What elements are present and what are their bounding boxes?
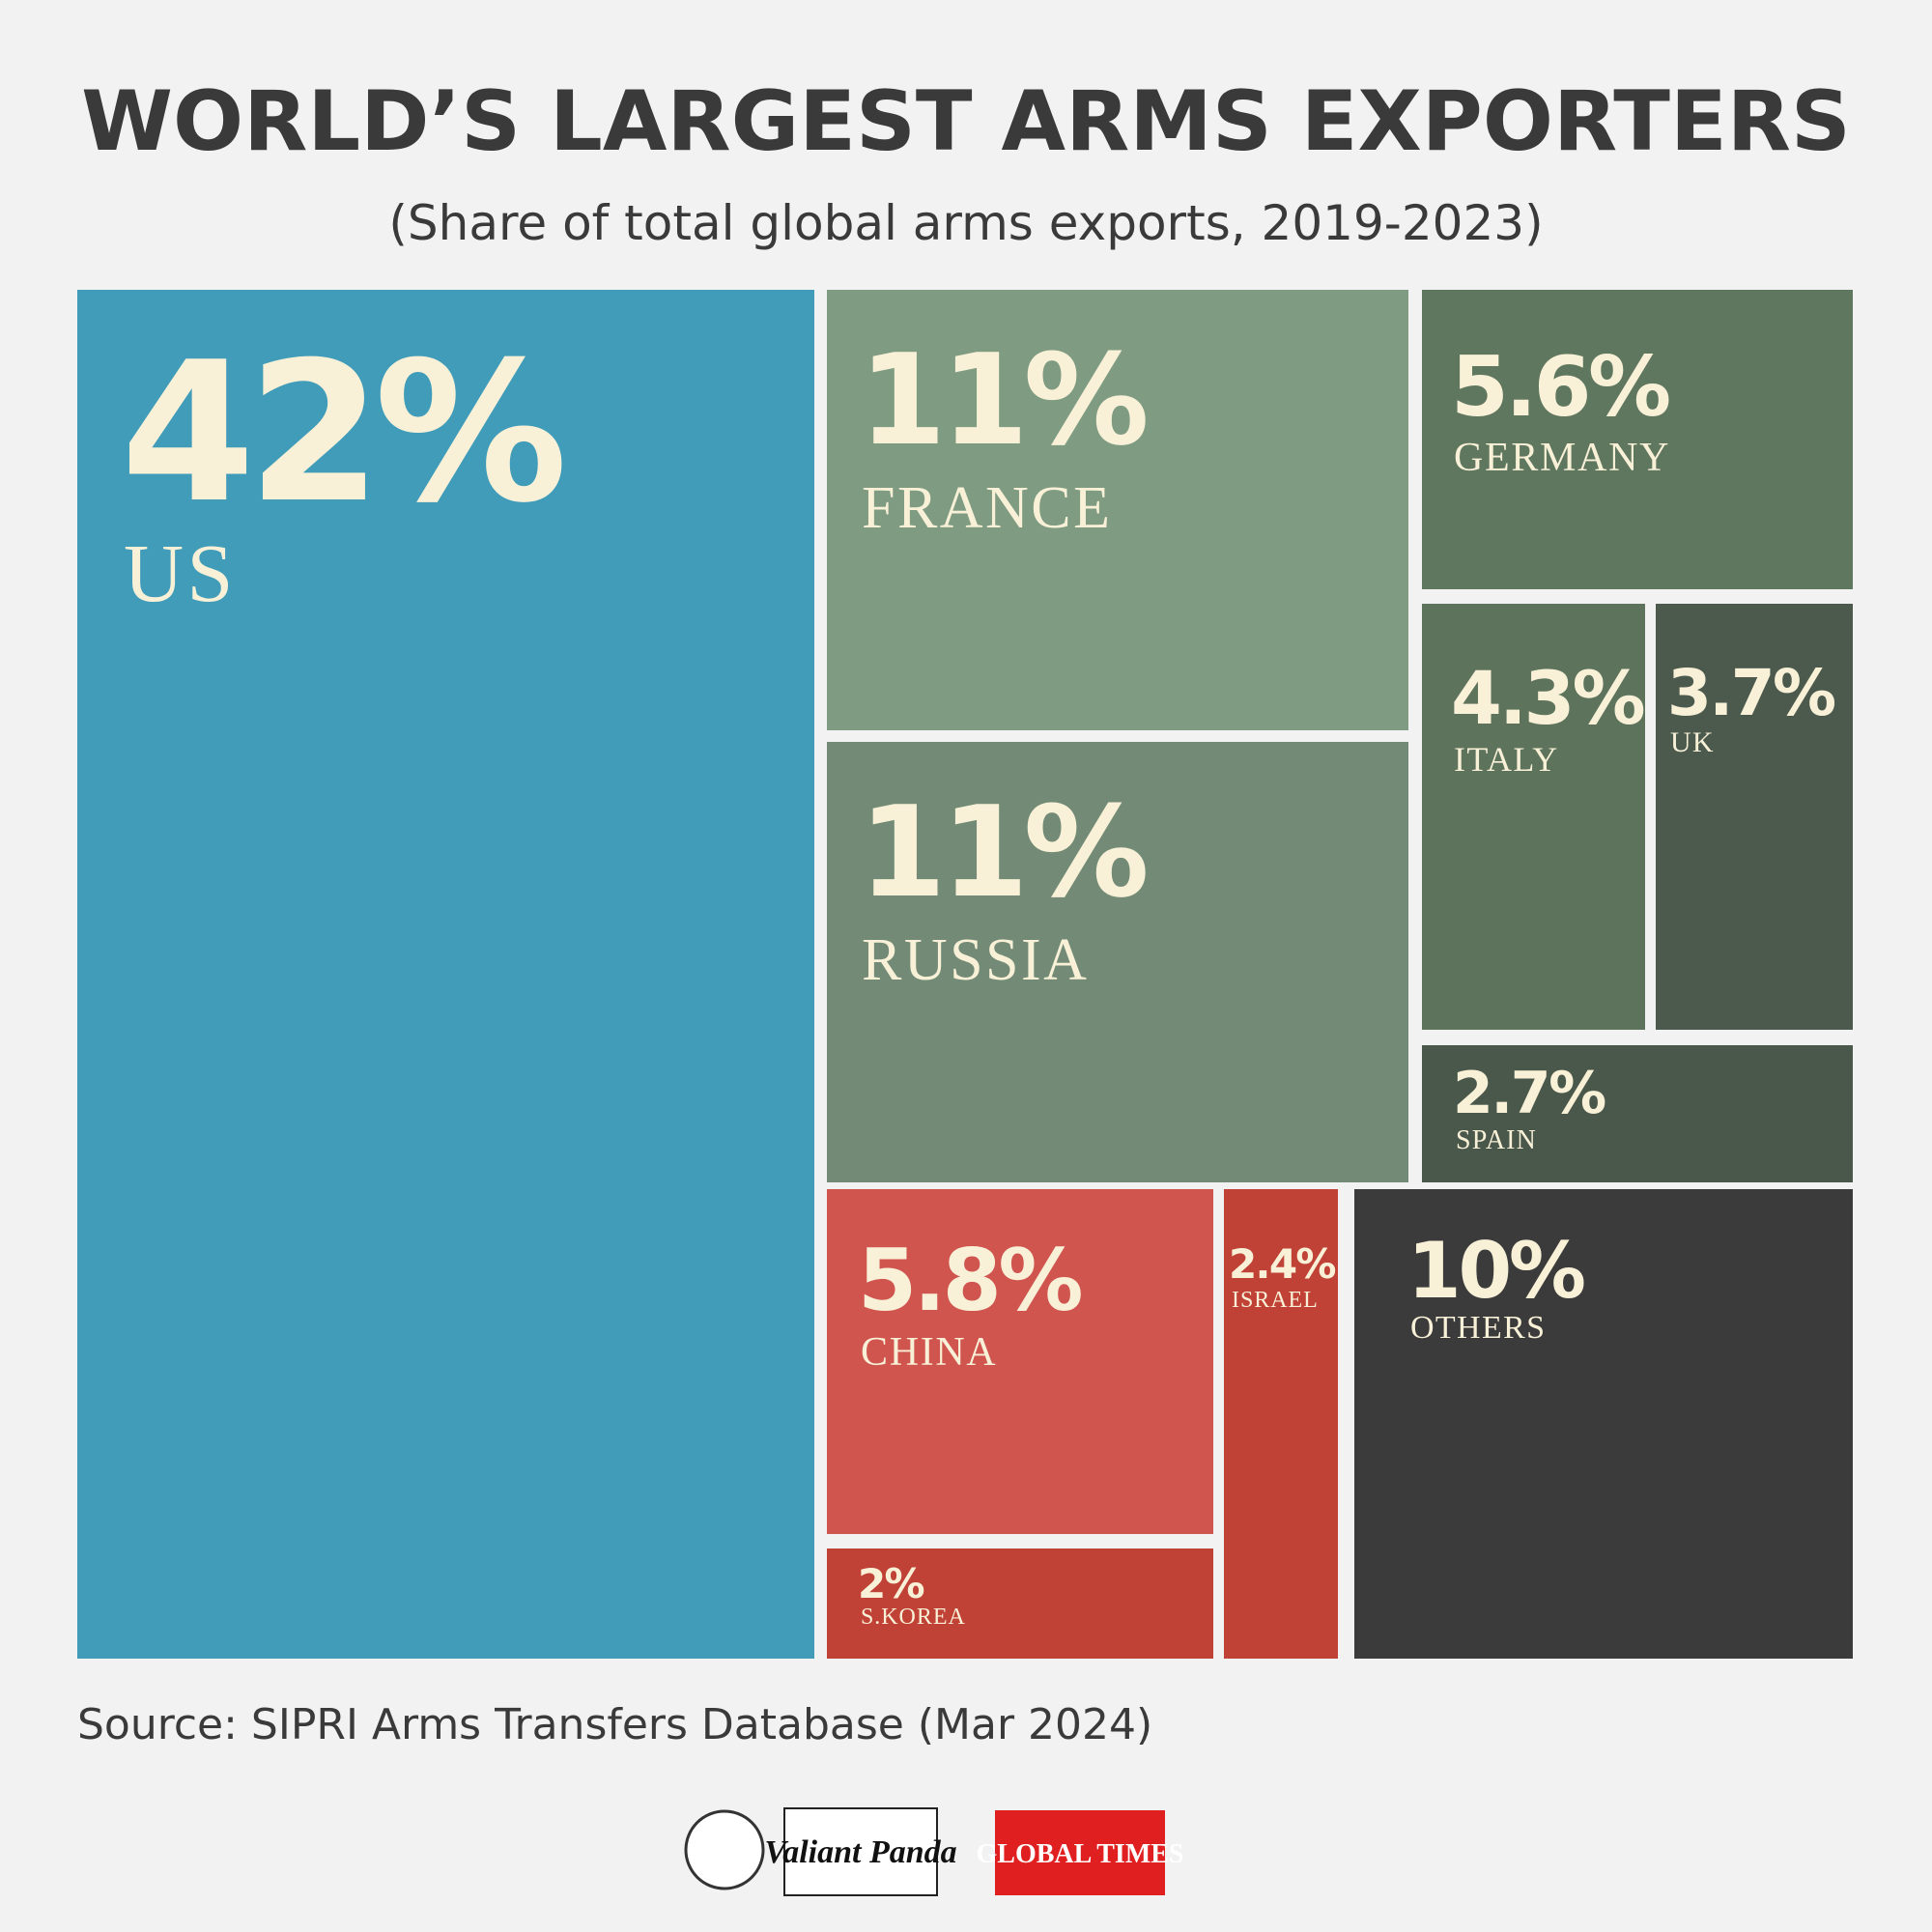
value-label: 11% <box>859 779 1147 925</box>
logo-box <box>783 1807 938 1896</box>
value-label: 2.4% <box>1229 1240 1335 1288</box>
treemap-cell <box>1422 290 1853 589</box>
treemap-cell <box>827 742 1408 1182</box>
category-label: OTHERS <box>1410 1310 1546 1346</box>
value-label: 3.7% <box>1667 656 1835 730</box>
chart-subtitle: (Share of total global arms exports, 201… <box>388 195 1543 251</box>
logo-global-times: GLOBAL TIMES <box>976 1810 1184 1895</box>
panda-icon <box>684 1809 765 1890</box>
logo-text: GLOBAL TIMES <box>976 1839 1183 1869</box>
category-label: US <box>124 526 237 619</box>
category-label: CHINA <box>861 1330 997 1375</box>
category-label: ISRAEL <box>1232 1288 1319 1313</box>
category-label: RUSSIA <box>862 927 1089 993</box>
category-label: FRANCE <box>862 475 1113 541</box>
value-label: 5.8% <box>858 1231 1081 1330</box>
category-label: S.KOREA <box>861 1605 966 1630</box>
logo-panda: Valiant Panda <box>684 1807 957 1896</box>
value-label: 2% <box>858 1560 924 1607</box>
treemap-cell <box>827 1548 1213 1659</box>
treemap-cell <box>1354 1189 1853 1659</box>
chart-title: WORLD’S LARGEST ARMS EXPORTERS <box>81 73 1851 170</box>
category-label: ITALY <box>1454 740 1559 779</box>
treemap-cell <box>1422 604 1645 1030</box>
value-label: 2.7% <box>1453 1060 1605 1127</box>
treemap-cell <box>827 290 1408 730</box>
value-label: 5.6% <box>1451 339 1669 436</box>
logo-box <box>995 1810 1165 1895</box>
treemap-cell <box>1224 1189 1338 1659</box>
category-label: SPAIN <box>1456 1125 1537 1155</box>
category-label: GERMANY <box>1454 436 1670 480</box>
value-label: 10% <box>1407 1226 1584 1316</box>
logo-text: Valiant Panda <box>764 1834 956 1870</box>
category-label: UK <box>1670 726 1715 758</box>
treemap-cell <box>1656 604 1853 1030</box>
treemap-cell <box>827 1189 1213 1534</box>
treemap-cell <box>1422 1045 1853 1182</box>
treemap-cell <box>77 290 814 1659</box>
source-note: Source: SIPRI Arms Transfers Database (M… <box>77 1700 1152 1749</box>
value-label: 4.3% <box>1451 655 1644 741</box>
value-label: 11% <box>859 327 1147 473</box>
value-label: 42% <box>121 321 562 546</box>
